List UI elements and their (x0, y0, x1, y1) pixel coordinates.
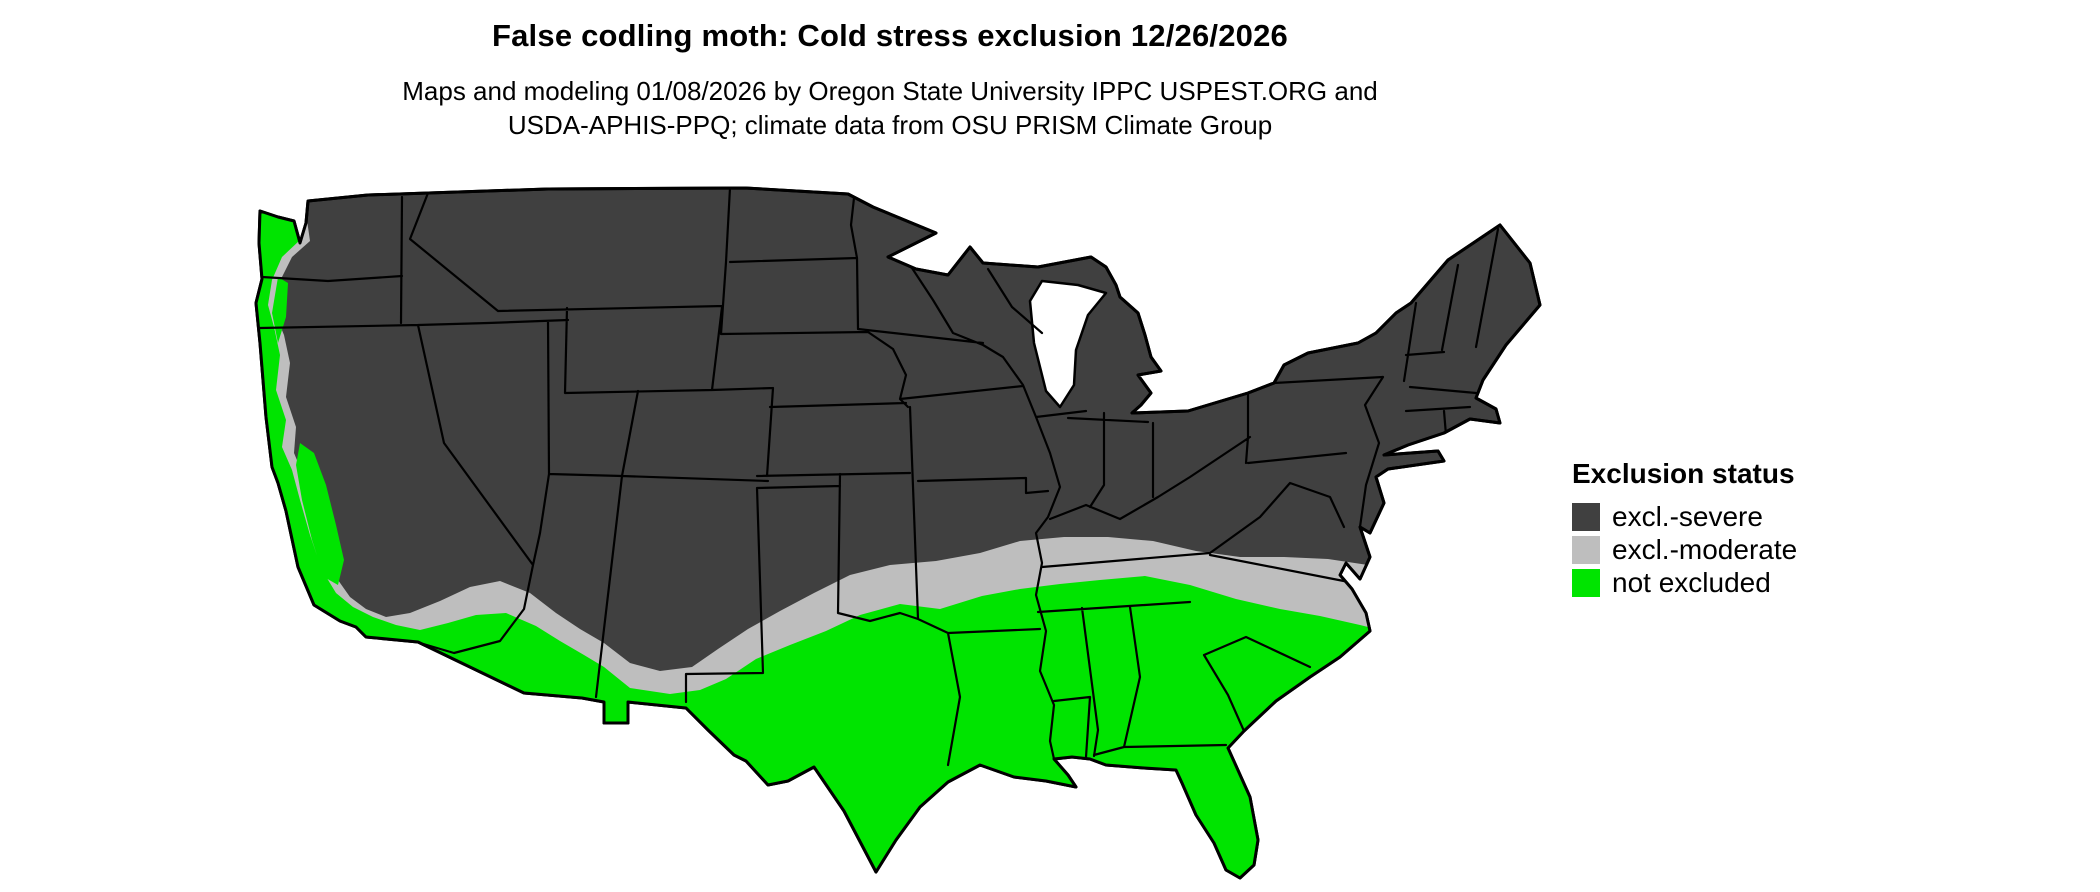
legend: Exclusion status excl.-severe excl.-mode… (1572, 458, 1797, 601)
us-outline (254, 186, 1542, 880)
us-map-container (248, 185, 1548, 885)
legend-swatch-severe (1572, 503, 1600, 531)
us-map-svg (254, 186, 1542, 880)
map-subtitle: Maps and modeling 01/08/2026 by Oregon S… (250, 74, 1530, 142)
legend-item-moderate: excl.-moderate (1572, 535, 1797, 565)
map-subtitle-line1: Maps and modeling 01/08/2026 by Oregon S… (402, 76, 1378, 106)
lake-michigan (1028, 279, 1108, 409)
map-title: False codling moth: Cold stress exclusio… (491, 18, 1288, 53)
legend-label-severe: excl.-severe (1612, 501, 1763, 532)
map-subtitle-line2: USDA-APHIS-PPQ; climate data from OSU PR… (507, 110, 1273, 140)
legend-item-not-excluded: not excluded (1572, 568, 1797, 598)
legend-label-moderate: excl.-moderate (1612, 534, 1798, 565)
legend-title: Exclusion status (1572, 458, 1795, 489)
legend-item-severe: excl.-severe (1572, 502, 1797, 532)
legend-label-not-excluded: not excluded (1612, 567, 1771, 598)
state-borders (258, 188, 1500, 767)
legend-swatch-moderate (1572, 536, 1600, 564)
legend-swatch-not-excluded (1572, 569, 1600, 597)
